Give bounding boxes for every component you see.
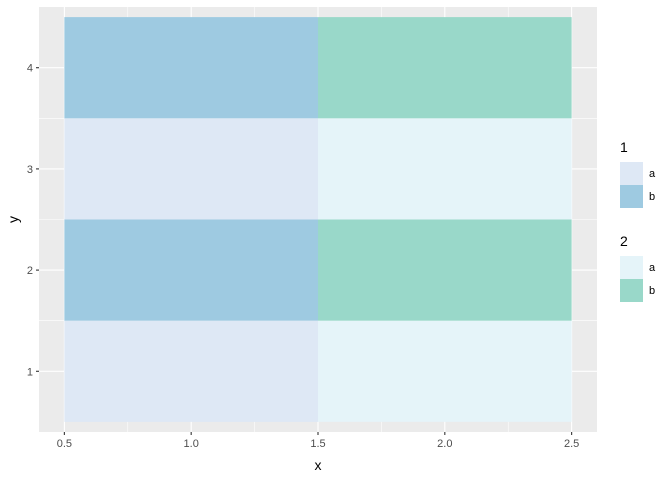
y-axis-title: y	[5, 216, 21, 223]
tile-4	[318, 219, 572, 321]
x-tick-label: 2.5	[564, 438, 579, 450]
tile-6	[318, 118, 572, 220]
tile-7	[64, 17, 318, 119]
tiles	[64, 17, 572, 422]
legend-label-2-a: a	[649, 262, 656, 274]
tile-1	[64, 320, 318, 422]
legend-key-1-a	[620, 162, 643, 185]
legend-label-1-a: a	[649, 168, 656, 180]
legend-label-1-b: b	[649, 191, 655, 203]
tile-3	[64, 219, 318, 321]
tile-8	[318, 17, 572, 119]
x-axis: 0.5 1.0 1.5 2.0 2.5	[57, 432, 579, 450]
y-axis: 1 2 3 4	[27, 63, 39, 378]
tile-5	[64, 118, 318, 220]
x-axis-title: x	[315, 457, 322, 473]
x-tick-label: 1.0	[184, 438, 199, 450]
legend-title-2: 2	[620, 233, 628, 249]
y-tick-label: 3	[27, 164, 33, 176]
legend-title-1: 1	[620, 139, 628, 155]
y-tick-label: 2	[27, 265, 33, 277]
x-tick-label: 0.5	[57, 438, 72, 450]
legend-key-2-b	[620, 279, 643, 302]
y-tick-label: 1	[27, 366, 33, 378]
legend-key-2-a	[620, 256, 643, 279]
x-tick-label: 1.5	[310, 438, 325, 450]
y-tick-label: 4	[27, 63, 33, 75]
tile-2	[318, 320, 572, 422]
legend-key-1-b	[620, 185, 643, 208]
legend-label-2-b: b	[649, 285, 655, 297]
x-tick-label: 2.0	[437, 438, 452, 450]
